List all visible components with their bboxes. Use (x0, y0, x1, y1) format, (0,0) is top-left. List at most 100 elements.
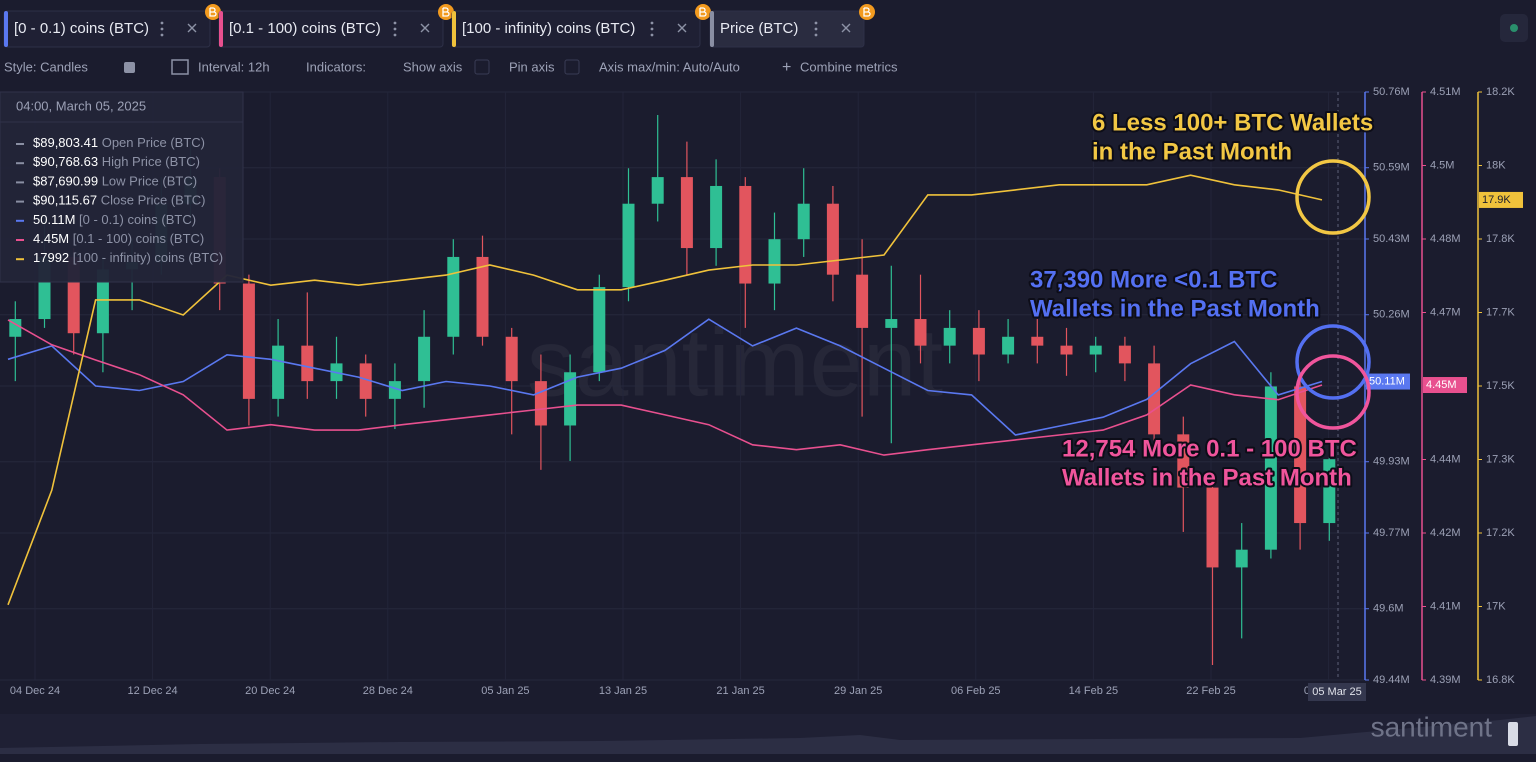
axis-badge-label: 50.11M (1369, 375, 1405, 387)
tab-color (219, 11, 223, 47)
candle-body (1177, 434, 1190, 488)
annotation-circle (1295, 354, 1371, 430)
y-tick-label: 4.39M (1430, 674, 1461, 686)
y-tick-label: 4.51M (1430, 86, 1461, 98)
tooltip-row: $90,115.67 Close Price (BTC) (33, 193, 205, 208)
tooltip-label: [0.1 - 100) coins (BTC) (73, 231, 205, 246)
tab-close[interactable] (420, 23, 430, 33)
y-tick-label: 4.42M (1430, 527, 1461, 539)
btc-glyph (863, 7, 871, 17)
tab-color (452, 11, 456, 47)
candle-body (272, 345, 285, 399)
tab-menu-dot[interactable] (160, 21, 164, 25)
tooltip-value: $90,768.63 (33, 155, 98, 170)
candle-body (388, 381, 401, 399)
style-label[interactable]: Style: Candles (4, 59, 88, 74)
annotation-text: 6 Less 100+ BTC Wallets (1092, 109, 1373, 136)
y-tick-label: 18.2K (1486, 86, 1515, 98)
candle-body (1031, 336, 1044, 346)
tooltip-row: $90,768.63 High Price (BTC) (33, 155, 200, 170)
annotation-text: in the Past Month (1092, 138, 1292, 165)
x-tick-label: 20 Dec 24 (245, 685, 295, 697)
tab-color (4, 11, 8, 47)
tooltip-value: $87,690.99 (33, 174, 98, 189)
x-tick-label: 06 Feb 25 (951, 685, 1001, 697)
tab-menu-dot[interactable] (160, 27, 164, 31)
candle-body (505, 336, 518, 382)
tab-menu-dot[interactable] (650, 21, 654, 25)
tab-label: [0.1 - 100) coins (BTC) (229, 20, 381, 37)
x-tick-label: 22 Feb 25 (1186, 685, 1236, 697)
indicators-label[interactable]: Indicators: (306, 59, 366, 74)
tab-menu-dot[interactable] (393, 21, 397, 25)
show-axis-label[interactable]: Show axis (403, 59, 463, 74)
tab-close[interactable] (841, 23, 851, 33)
tooltip-row: 17992 [100 - infinity) coins (BTC) (33, 251, 223, 266)
tooltip-label: Close Price (BTC) (101, 193, 206, 208)
series-line (7, 319, 1323, 456)
candle-body (739, 185, 752, 284)
tooltip (0, 91, 244, 283)
x-tick-label: 14 Feb 25 (1069, 685, 1119, 697)
tab-menu-dot[interactable] (650, 27, 654, 31)
tooltip-label: Open Price (BTC) (102, 135, 205, 150)
interval-label[interactable]: Interval: 12h (198, 59, 270, 74)
tooltip-label: [100 - infinity) coins (BTC) (73, 251, 223, 266)
tab-menu-dot[interactable] (814, 33, 818, 37)
tooltip-row: $89,803.41 Open Price (BTC) (33, 135, 205, 150)
candle-body (826, 203, 839, 275)
y-tick-label: 49.44M (1373, 674, 1410, 686)
tab-menu-dot[interactable] (814, 21, 818, 25)
show-axis-checkbox[interactable] (474, 59, 490, 75)
axis-badge (1423, 377, 1467, 394)
y-tick-label: 50.26M (1373, 309, 1410, 321)
candle-body (885, 319, 898, 328)
tooltip-label: [0 - 0.1) coins (BTC) (79, 212, 196, 227)
btc-glyph (699, 7, 707, 17)
y-tick-label: 17.8K (1486, 233, 1515, 245)
combine-label[interactable]: Combine metrics (800, 59, 898, 74)
y-tick-label: 17.5K (1486, 380, 1515, 392)
tab-label: [100 - infinity) coins (BTC) (462, 20, 635, 37)
candle-body (680, 177, 693, 249)
candle-body (1118, 345, 1131, 364)
cursor-badge (1308, 683, 1366, 701)
y-tick-label: 16.8K (1486, 674, 1515, 686)
btc-glyph (442, 7, 450, 17)
tooltip-value: 50.11M (33, 212, 75, 227)
tab-close[interactable] (187, 23, 197, 33)
pin-axis-label[interactable]: Pin axis (509, 59, 555, 74)
tooltip-date: 04:00, March 05, 2025 (16, 98, 146, 113)
tab-label: Price (BTC) (720, 20, 798, 37)
btc-glyph (209, 7, 217, 17)
cursor-label: 05 Mar 25 (1312, 686, 1362, 698)
annotation-circle (1295, 324, 1371, 400)
y-tick-label: 49.93M (1373, 456, 1410, 468)
candle-body (1264, 386, 1277, 550)
candles-icon[interactable] (124, 62, 135, 73)
x-tick-label: 13 Jan 25 (599, 685, 647, 697)
pin-axis-checkbox[interactable] (564, 59, 580, 75)
watermark-small: santiment (1371, 711, 1493, 742)
tab-color (710, 11, 714, 47)
candle-body (301, 345, 314, 382)
y-tick-label: 18K (1486, 159, 1506, 171)
y-tick-label: 49.6M (1373, 603, 1404, 615)
candle-body (972, 327, 985, 355)
navigator-handle[interactable] (1508, 722, 1518, 746)
candle-body (96, 269, 109, 334)
tab-menu-dot[interactable] (650, 33, 654, 37)
tab-menu-dot[interactable] (393, 27, 397, 31)
x-tick-label: 21 Jan 25 (716, 685, 764, 697)
tab-menu-dot[interactable] (814, 27, 818, 31)
axis-badge (1366, 373, 1410, 390)
tab-menu-dot[interactable] (393, 33, 397, 37)
candle-body (1235, 549, 1248, 568)
candle-body (564, 372, 577, 426)
tab-close[interactable] (677, 23, 687, 33)
axis-minmax-label[interactable]: Axis max/min: Auto/Auto (599, 59, 740, 74)
tooltip-value: $90,115.67 (33, 193, 97, 208)
tab-menu-dot[interactable] (160, 33, 164, 37)
